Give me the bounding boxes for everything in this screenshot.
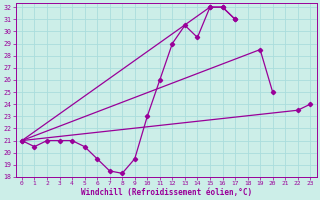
X-axis label: Windchill (Refroidissement éolien,°C): Windchill (Refroidissement éolien,°C) [81, 188, 252, 197]
